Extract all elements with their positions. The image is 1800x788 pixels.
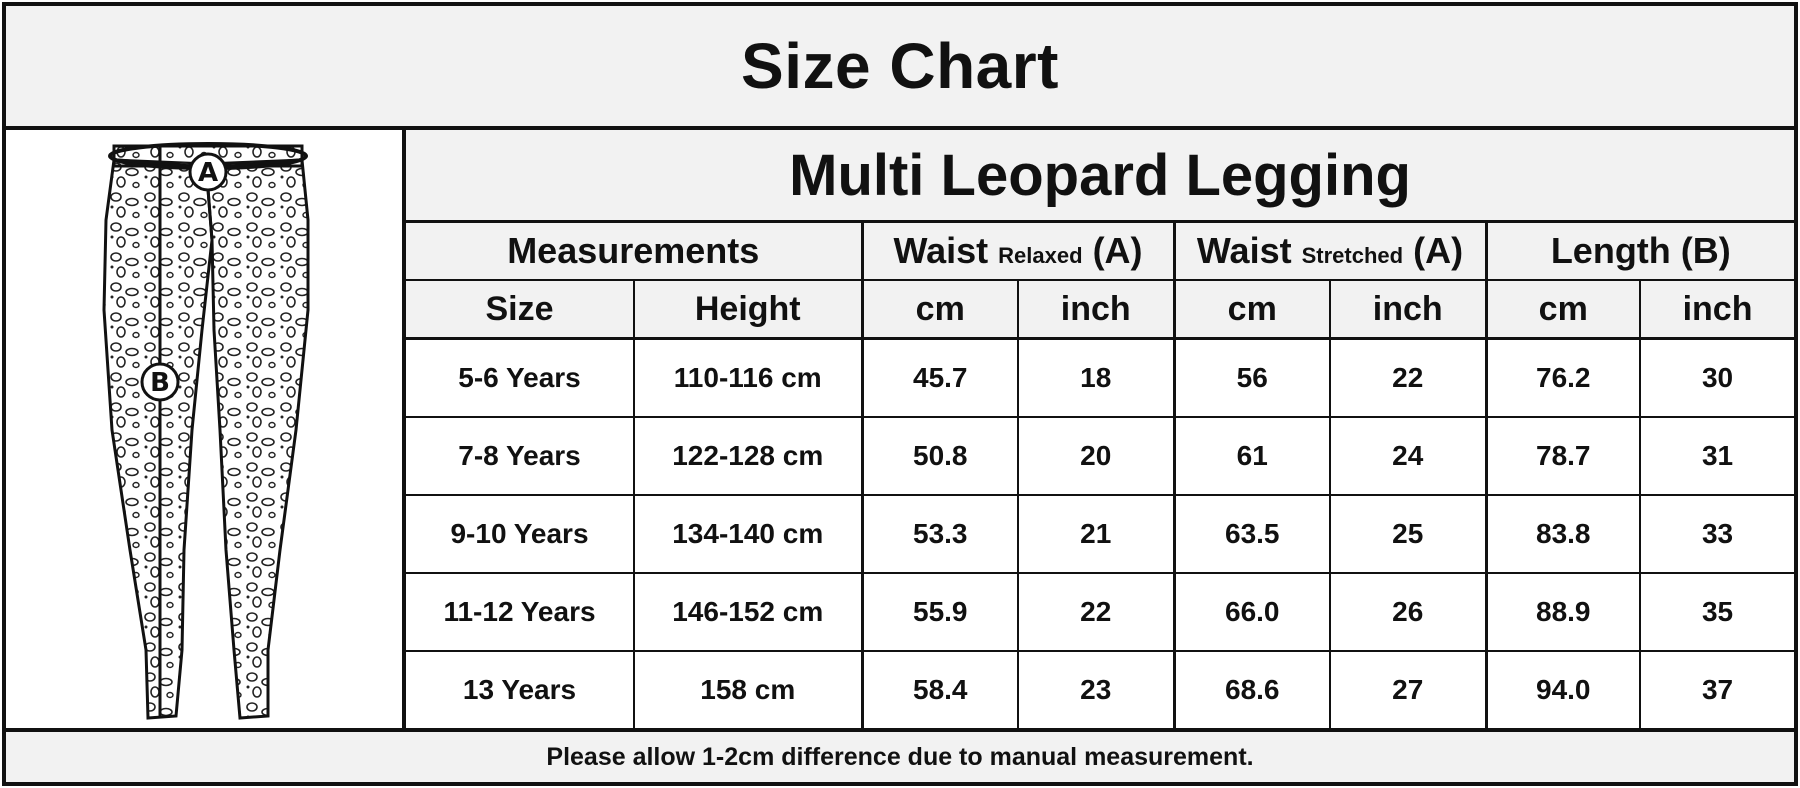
group-header-waist-stretched: Waist Stretched (A) — [1172, 220, 1487, 281]
cell-height: 134-140 cm — [633, 494, 863, 574]
group-label: Measurements — [507, 230, 760, 271]
sub-header-waist-stretched-inch: inch — [1329, 279, 1487, 340]
cell-waist-relaxed-inch: 20 — [1017, 416, 1175, 496]
group-label: Waist — [893, 230, 989, 271]
size-table: Multi Leopard Legging Measurements Waist… — [406, 130, 1795, 728]
group-header-length: Length (B) — [1484, 220, 1795, 281]
cell-waist-relaxed-inch: 18 — [1017, 337, 1175, 418]
page-title: Size Chart — [741, 30, 1059, 102]
group-suffix: (A) — [1413, 230, 1464, 271]
group-header-waist-relaxed: Waist Relaxed (A) — [860, 220, 1175, 281]
table-row: 13 Years 158 cm 58.4 23 68.6 27 94.0 37 — [406, 650, 1795, 728]
cell-waist-stretched-inch: 27 — [1329, 650, 1487, 728]
cell-waist-stretched-cm: 66.0 — [1172, 572, 1331, 652]
group-label: Waist — [1196, 230, 1292, 271]
table-row: 9-10 Years 134-140 cm 53.3 21 63.5 25 83… — [406, 494, 1795, 574]
cell-waist-relaxed-cm: 58.4 — [860, 650, 1019, 728]
cell-waist-stretched-inch: 25 — [1329, 494, 1487, 574]
sub-header-waist-relaxed-inch: inch — [1017, 279, 1175, 340]
cell-length-cm: 88.9 — [1484, 572, 1641, 652]
cell-length-inch: 30 — [1638, 337, 1795, 418]
table-row: 7-8 Years 122-128 cm 50.8 20 61 24 78.7 … — [406, 416, 1795, 496]
sub-header-length-inch: inch — [1638, 279, 1795, 340]
group-qualifier: Relaxed — [998, 243, 1083, 268]
cell-waist-relaxed-cm: 53.3 — [860, 494, 1019, 574]
cell-length-cm: 76.2 — [1484, 337, 1641, 418]
waist-marker-label: A — [198, 158, 218, 188]
cell-waist-stretched-inch: 22 — [1329, 337, 1487, 418]
cell-waist-relaxed-inch: 22 — [1017, 572, 1175, 652]
cell-waist-relaxed-cm: 55.9 — [860, 572, 1019, 652]
group-suffix: (A) — [1092, 230, 1143, 271]
cell-size: 9-10 Years — [406, 494, 635, 574]
group-header-measurements: Measurements — [406, 220, 863, 281]
sub-header-length-cm: cm — [1484, 279, 1641, 340]
cell-waist-stretched-cm: 56 — [1172, 337, 1331, 418]
sub-header-size: Size — [406, 279, 635, 340]
cell-waist-stretched-cm: 68.6 — [1172, 650, 1331, 728]
cell-size: 5-6 Years — [406, 337, 635, 418]
cell-waist-stretched-inch: 24 — [1329, 416, 1487, 496]
footer-note-bar: Please allow 1-2cm difference due to man… — [6, 728, 1794, 782]
cell-waist-relaxed-cm: 45.7 — [860, 337, 1019, 418]
cell-waist-stretched-cm: 61 — [1172, 416, 1331, 496]
cell-length-inch: 31 — [1638, 416, 1795, 496]
cell-height: 110-116 cm — [633, 337, 863, 418]
cell-size: 7-8 Years — [406, 416, 635, 496]
cell-length-inch: 35 — [1638, 572, 1795, 652]
footer-note: Please allow 1-2cm difference due to man… — [546, 742, 1254, 771]
legging-drawing-icon: A B — [102, 142, 310, 720]
group-label: Length (B) — [1550, 230, 1731, 271]
cell-waist-stretched-inch: 26 — [1329, 572, 1487, 652]
cell-height: 122-128 cm — [633, 416, 863, 496]
group-qualifier: Stretched — [1301, 243, 1404, 268]
length-marker-label: B — [150, 368, 170, 398]
cell-length-inch: 37 — [1638, 650, 1795, 728]
cell-length-cm: 78.7 — [1484, 416, 1641, 496]
cell-height: 158 cm — [633, 650, 863, 728]
cell-size: 11-12 Years — [406, 572, 635, 652]
column-group-row: Measurements Waist Relaxed (A) Waist Str… — [406, 220, 1795, 281]
sub-header-row: Size Height cm inch cm inch cm inch — [406, 279, 1795, 340]
sub-header-waist-relaxed-cm: cm — [860, 279, 1019, 340]
table-row: 5-6 Years 110-116 cm 45.7 18 56 22 76.2 … — [406, 337, 1795, 418]
legging-illustration: A B — [6, 130, 406, 728]
title-bar: Size Chart — [6, 6, 1794, 130]
cell-waist-relaxed-cm: 50.8 — [860, 416, 1019, 496]
cell-length-inch: 33 — [1638, 494, 1795, 574]
product-name: Multi Leopard Legging — [406, 130, 1795, 223]
cell-length-cm: 94.0 — [1484, 650, 1641, 728]
cell-length-cm: 83.8 — [1484, 494, 1641, 574]
sub-header-height: Height — [633, 279, 863, 340]
table-row: 11-12 Years 146-152 cm 55.9 22 66.0 26 8… — [406, 572, 1795, 652]
cell-waist-relaxed-inch: 21 — [1017, 494, 1175, 574]
cell-size: 13 Years — [406, 650, 635, 728]
cell-waist-relaxed-inch: 23 — [1017, 650, 1175, 728]
cell-waist-stretched-cm: 63.5 — [1172, 494, 1331, 574]
sub-header-waist-stretched-cm: cm — [1172, 279, 1331, 340]
cell-height: 146-152 cm — [633, 572, 863, 652]
size-table-wrap: Multi Leopard Legging Measurements Waist… — [406, 130, 1795, 728]
product-name-row: Multi Leopard Legging — [406, 130, 1795, 223]
